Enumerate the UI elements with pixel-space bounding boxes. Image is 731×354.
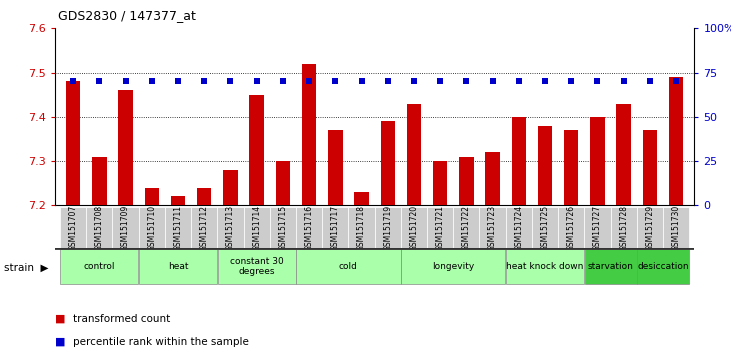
Bar (113, 207, 139, 248)
Bar (66, 81, 80, 205)
Bar (532, 207, 558, 248)
Text: GSM151725: GSM151725 (540, 205, 550, 251)
Bar (584, 207, 610, 248)
Bar (427, 207, 453, 248)
Bar (643, 130, 657, 205)
Bar (401, 207, 427, 248)
Bar (249, 95, 264, 205)
Text: control: control (83, 262, 115, 271)
Text: heat: heat (168, 262, 189, 271)
Text: ■: ■ (55, 337, 65, 347)
Bar (512, 117, 526, 205)
Bar (406, 103, 421, 205)
Bar (506, 249, 584, 284)
Bar (86, 207, 113, 248)
Text: longevity: longevity (432, 262, 474, 271)
Bar (610, 207, 637, 248)
Text: starvation: starvation (588, 262, 634, 271)
Bar (485, 152, 500, 205)
Bar (139, 249, 217, 284)
Bar (218, 249, 296, 284)
Text: GSM151719: GSM151719 (383, 205, 393, 251)
Bar (61, 249, 138, 284)
Bar (637, 207, 663, 248)
Text: heat knock down: heat knock down (507, 262, 584, 271)
Text: GSM151711: GSM151711 (173, 205, 183, 251)
Bar (564, 130, 578, 205)
Bar (302, 64, 317, 205)
Text: GSM151708: GSM151708 (95, 205, 104, 251)
Text: transformed count: transformed count (73, 314, 170, 324)
Bar (374, 207, 401, 248)
Bar (296, 207, 322, 248)
Bar (118, 90, 133, 205)
Bar (558, 207, 584, 248)
Bar (171, 196, 185, 205)
Bar (506, 207, 532, 248)
Text: constant 30
degrees: constant 30 degrees (230, 257, 284, 276)
Bar (590, 117, 605, 205)
Bar (433, 161, 447, 205)
Bar (459, 156, 474, 205)
Bar (616, 103, 631, 205)
Text: GSM151728: GSM151728 (619, 205, 628, 251)
Bar (92, 156, 107, 205)
Text: GDS2830 / 147377_at: GDS2830 / 147377_at (58, 9, 197, 22)
Bar (663, 207, 689, 248)
Bar (145, 188, 159, 205)
Text: GSM151723: GSM151723 (488, 205, 497, 251)
Text: GSM151714: GSM151714 (252, 205, 261, 251)
Text: GSM151715: GSM151715 (279, 205, 287, 251)
Bar (223, 170, 238, 205)
Text: cold: cold (339, 262, 358, 271)
Bar (270, 207, 296, 248)
Bar (401, 249, 505, 284)
Bar (328, 130, 343, 205)
Text: GSM151724: GSM151724 (515, 205, 523, 251)
Bar (381, 121, 395, 205)
Bar (585, 249, 637, 284)
Text: GSM151716: GSM151716 (305, 205, 314, 251)
Bar (197, 188, 211, 205)
Bar (637, 249, 689, 284)
Text: GSM151710: GSM151710 (148, 205, 156, 251)
Text: GSM151727: GSM151727 (593, 205, 602, 251)
Bar (355, 192, 368, 205)
Text: GSM151720: GSM151720 (409, 205, 418, 251)
Text: strain  ▶: strain ▶ (4, 262, 48, 272)
Bar (139, 207, 165, 248)
Bar (191, 207, 217, 248)
Text: GSM151722: GSM151722 (462, 205, 471, 251)
Text: GSM151707: GSM151707 (69, 205, 77, 251)
Text: ■: ■ (55, 314, 65, 324)
Text: GSM151730: GSM151730 (672, 205, 681, 251)
Bar (217, 207, 243, 248)
Bar (453, 207, 480, 248)
Text: desiccation: desiccation (637, 262, 689, 271)
Text: GSM151721: GSM151721 (436, 205, 444, 251)
Bar (165, 207, 191, 248)
Bar (243, 207, 270, 248)
Bar (538, 126, 552, 205)
Bar (349, 207, 375, 248)
Text: GSM151713: GSM151713 (226, 205, 235, 251)
Text: GSM151726: GSM151726 (567, 205, 576, 251)
Bar (296, 249, 401, 284)
Text: GSM151718: GSM151718 (357, 205, 366, 251)
Text: GSM151729: GSM151729 (645, 205, 654, 251)
Bar (480, 207, 506, 248)
Bar (322, 207, 349, 248)
Text: percentile rank within the sample: percentile rank within the sample (73, 337, 249, 347)
Text: GSM151717: GSM151717 (331, 205, 340, 251)
Bar (276, 161, 290, 205)
Text: GSM151712: GSM151712 (200, 205, 209, 251)
Text: GSM151709: GSM151709 (121, 205, 130, 251)
Bar (60, 207, 86, 248)
Bar (669, 77, 683, 205)
